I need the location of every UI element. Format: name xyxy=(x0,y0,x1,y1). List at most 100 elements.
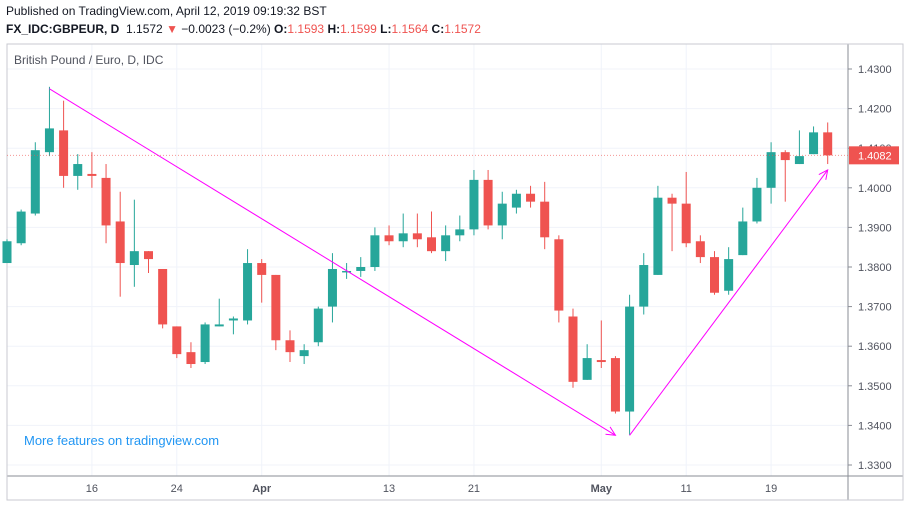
candle-body-down xyxy=(144,251,153,260)
candle-body-up xyxy=(455,229,465,236)
candle-body-up xyxy=(228,318,238,321)
candle-body-up xyxy=(738,221,748,256)
chart-border xyxy=(6,43,904,501)
published-caption: Published on TradingView.com, April 12, … xyxy=(6,4,327,18)
trendline xyxy=(629,169,829,436)
y-tick-label: 1.3300 xyxy=(858,460,892,472)
last-price-badge xyxy=(849,146,899,165)
trendline-arrow-icon xyxy=(605,426,617,436)
candle-body-down xyxy=(158,268,168,325)
x-tick-label: May xyxy=(591,483,613,495)
symbol-ohlc-bar: FX_IDC:GBPEUR, D 1.1572 ▼ −0.0023 (−0.2%… xyxy=(6,22,481,36)
high-value: 1.1599 xyxy=(340,22,377,36)
candle-body-down xyxy=(681,203,691,244)
last-price-label: 1.4082 xyxy=(858,150,892,162)
candle-body-up xyxy=(313,308,323,343)
candle-body-up xyxy=(200,324,210,363)
tradingview-link[interactable]: More features on tradingview.com xyxy=(24,433,220,448)
candle-body-down xyxy=(695,241,705,258)
candle-body-down xyxy=(610,358,620,412)
open-value: 1.1593 xyxy=(287,22,325,36)
candle-body-up xyxy=(342,270,352,273)
x-tick-label: 24 xyxy=(171,483,183,495)
symbol-label: FX_IDC:GBPEUR, D xyxy=(6,22,120,36)
candle-body-up xyxy=(469,179,479,230)
y-tick-label: 1.3600 xyxy=(858,341,892,353)
candle-body-down xyxy=(285,340,295,353)
trendline xyxy=(49,88,616,436)
candle-body-down xyxy=(596,360,606,363)
candle-body-up xyxy=(511,193,521,208)
candle-body-up xyxy=(327,268,337,307)
trendline-arrow-icon xyxy=(818,169,829,180)
close-label: C: xyxy=(431,22,445,36)
y-tick-label: 1.4300 xyxy=(858,64,892,76)
y-tick-label: 1.3800 xyxy=(858,262,892,274)
candle-body-up xyxy=(794,156,804,165)
candle-body-down xyxy=(87,173,97,176)
candle-body-up xyxy=(809,132,819,155)
candle-body-down xyxy=(554,239,564,311)
y-tick-label: 1.3900 xyxy=(858,222,892,234)
candle-body-up xyxy=(724,259,734,291)
x-tick-label: 19 xyxy=(765,483,777,495)
x-tick-label: 16 xyxy=(86,483,98,495)
candle-body-down xyxy=(710,257,719,293)
candle-body-up xyxy=(370,235,380,267)
candle-body-up xyxy=(441,235,451,252)
down-arrow-icon: ▼ xyxy=(166,22,178,36)
candle-body-up xyxy=(214,324,224,327)
candle-body-down xyxy=(186,352,196,365)
candle-body-up xyxy=(73,164,83,176)
candle-body-up xyxy=(243,263,253,321)
candle-body-up xyxy=(129,251,139,266)
candle-body-up xyxy=(44,128,54,153)
open-label: O: xyxy=(274,22,288,36)
low-label: L: xyxy=(380,22,392,36)
candle-body-down xyxy=(412,233,422,240)
y-tick-label: 1.4000 xyxy=(858,183,892,195)
close-value: 1.1572 xyxy=(444,22,481,36)
candle-body-up xyxy=(497,203,507,226)
x-tick-label: 11 xyxy=(680,483,691,495)
candle-body-up xyxy=(356,267,366,271)
candle-body-down xyxy=(823,132,833,156)
y-tick-label: 1.4200 xyxy=(858,104,892,116)
candle-body-up xyxy=(299,350,309,357)
candle-body-up xyxy=(30,150,40,214)
candle-body-down xyxy=(271,274,281,341)
x-tick-label: 13 xyxy=(383,483,395,495)
candle-body-up xyxy=(639,265,649,307)
x-tick-label: 21 xyxy=(468,483,480,495)
candle-body-down xyxy=(101,177,111,226)
candle-body-down xyxy=(427,237,436,252)
y-tick-label: 1.3400 xyxy=(858,420,892,432)
candle-body-up xyxy=(625,306,635,412)
y-tick-label: 1.3700 xyxy=(858,302,892,314)
high-label: H: xyxy=(327,22,341,36)
candle-body-down xyxy=(540,201,550,238)
y-tick-label: 1.3500 xyxy=(858,381,892,393)
candle-body-up xyxy=(398,233,408,242)
low-value: 1.1564 xyxy=(391,22,429,36)
x-tick-label: Apr xyxy=(252,483,272,495)
candle-body-up xyxy=(2,241,12,264)
candle-body-down xyxy=(667,197,677,204)
chart-title: British Pound / Euro, D, IDC xyxy=(14,53,164,67)
candle-body-up xyxy=(766,152,776,188)
last-price: 1.1572 xyxy=(126,22,163,36)
candle-body-up xyxy=(752,187,762,222)
candle-body-up xyxy=(653,197,663,275)
candle-body-down xyxy=(483,179,493,226)
candle-body-down xyxy=(115,221,125,264)
candle-body-up xyxy=(16,211,26,244)
candle-body-down xyxy=(526,193,536,202)
candle-body-down xyxy=(780,152,790,161)
price-change: −0.0023 (−0.2%) xyxy=(181,22,271,36)
candle-body-down xyxy=(172,326,182,355)
candle-body-up xyxy=(582,358,592,380)
candle-body-down xyxy=(257,263,267,275)
candle-body-down xyxy=(568,316,578,382)
candle-body-down xyxy=(59,130,69,176)
